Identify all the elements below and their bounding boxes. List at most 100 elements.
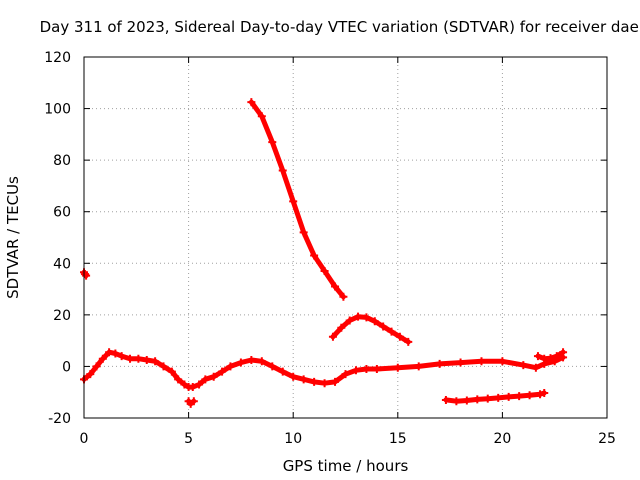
data-point	[362, 313, 371, 322]
data-point	[339, 292, 348, 301]
series-track-e	[441, 388, 549, 406]
data-point	[299, 375, 308, 384]
data-point	[105, 348, 114, 357]
data-point	[188, 383, 197, 392]
data-point	[328, 332, 337, 341]
y-tick-label: 120	[44, 50, 71, 66]
data-point	[531, 363, 540, 372]
series-track-b	[80, 348, 568, 392]
data-series-group	[80, 98, 568, 408]
data-point	[498, 357, 507, 366]
x-axis-label: GPS time / hours	[283, 457, 409, 475]
x-tick-label: 0	[80, 431, 89, 447]
y-tick-label: -20	[48, 411, 71, 427]
plot-frame	[83, 56, 608, 419]
data-point	[151, 357, 160, 366]
data-point	[247, 98, 256, 107]
data-point	[289, 372, 298, 381]
data-point	[218, 367, 227, 376]
data-point	[310, 251, 319, 260]
data-point	[473, 395, 482, 404]
series-track-d	[328, 312, 413, 346]
data-point	[414, 362, 423, 371]
y-tick-label: 60	[53, 205, 71, 221]
chart-title: Day 311 of 2023, Sidereal Day-to-day VTE…	[40, 18, 640, 36]
data-point	[331, 377, 340, 386]
data-point	[320, 267, 329, 276]
y-tick-label: 20	[53, 308, 71, 324]
data-point	[441, 395, 450, 404]
x-tick-label: 5	[184, 431, 193, 447]
data-point	[341, 370, 350, 379]
series-track-g	[184, 397, 198, 408]
x-tick-label: 15	[389, 431, 407, 447]
series-track-a	[80, 268, 91, 280]
data-point	[268, 362, 277, 371]
y-tick-label: 80	[53, 153, 71, 169]
y-tick-label: 0	[62, 359, 71, 375]
data-point	[404, 337, 413, 346]
data-point	[533, 352, 542, 361]
data-point	[456, 358, 465, 367]
data-point	[299, 228, 308, 237]
data-point	[536, 390, 545, 399]
data-point	[379, 322, 388, 331]
data-point	[174, 375, 183, 384]
data-point	[142, 355, 151, 364]
series-track-c	[247, 98, 348, 301]
data-point	[98, 354, 107, 363]
data-point	[209, 372, 218, 381]
data-point	[525, 391, 534, 400]
data-point	[462, 396, 471, 405]
data-point	[354, 312, 363, 321]
data-point	[546, 354, 555, 363]
data-point	[452, 397, 461, 406]
data-point	[552, 352, 561, 361]
data-point	[201, 375, 210, 384]
y-axis-label: SDTVAR / TECUs	[4, 176, 22, 299]
data-point	[126, 354, 135, 363]
data-point	[494, 393, 503, 402]
data-point	[117, 352, 126, 361]
data-point	[370, 317, 379, 326]
data-point	[540, 388, 549, 397]
data-point	[189, 397, 198, 406]
data-point	[345, 316, 354, 325]
data-point	[559, 348, 568, 357]
data-point	[247, 355, 256, 364]
data-point	[236, 358, 245, 367]
data-point	[167, 367, 176, 376]
data-point	[289, 197, 298, 206]
data-point	[393, 363, 402, 372]
series-track-f	[533, 348, 568, 363]
data-point	[477, 357, 486, 366]
data-point	[134, 354, 143, 363]
data-point	[362, 365, 371, 374]
data-point	[337, 323, 346, 332]
x-tick-label: 20	[493, 431, 511, 447]
data-point	[519, 361, 528, 370]
data-point	[515, 392, 524, 401]
y-tick-label: 40	[53, 256, 71, 272]
data-point	[257, 112, 266, 121]
data-point	[82, 271, 91, 280]
data-point	[81, 270, 90, 279]
data-point	[504, 392, 513, 401]
data-point	[351, 366, 360, 375]
data-point	[331, 282, 340, 291]
data-point	[310, 377, 319, 386]
data-point	[257, 357, 266, 366]
axis-ticks: 0 5 10 15 20 25 -20 0 20 40 60 80 100 120	[44, 50, 616, 447]
data-point	[226, 362, 235, 371]
data-point	[483, 394, 492, 403]
data-point	[435, 359, 444, 368]
series-line	[330, 314, 411, 345]
data-point	[86, 370, 95, 379]
series-line	[248, 99, 346, 300]
data-point	[268, 138, 277, 147]
data-point	[111, 349, 120, 358]
data-point	[278, 166, 287, 175]
data-point	[395, 332, 404, 341]
data-point	[387, 327, 396, 336]
